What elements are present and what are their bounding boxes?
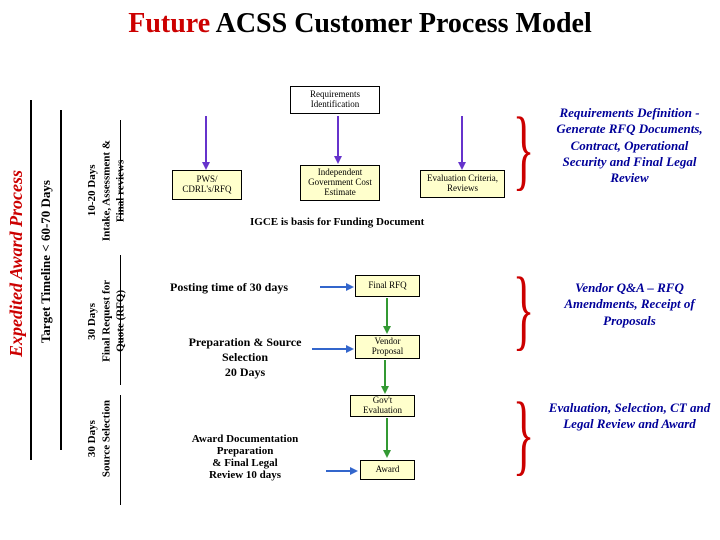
bracket-phase3 bbox=[120, 395, 121, 505]
arrow-down-icon bbox=[452, 116, 472, 170]
note-phase1: Requirements Definition - Generate RFQ D… bbox=[547, 105, 712, 186]
note-phase3: Evaluation, Selection, CT and Legal Revi… bbox=[547, 400, 712, 433]
arrow-down-icon bbox=[328, 116, 348, 164]
label-timeline: Target Timeline < 60-70 Days bbox=[38, 180, 54, 343]
arrow-right-icon bbox=[320, 280, 354, 294]
box-award: Award bbox=[360, 460, 415, 480]
text-award-doc: Award Documentation Preparation& Final L… bbox=[165, 433, 325, 481]
box-govt-eval: Gov't Evaluation bbox=[350, 395, 415, 417]
arrow-down-icon bbox=[378, 360, 392, 394]
arrow-down-icon bbox=[380, 418, 394, 458]
arrow-right-icon bbox=[312, 342, 354, 356]
arrow-right-icon bbox=[326, 464, 358, 478]
arrow-down-icon bbox=[380, 298, 394, 334]
label-phase3: 30 DaysSource Selection bbox=[85, 400, 114, 477]
label-expedited: Expedited Award Process bbox=[6, 170, 27, 357]
brace-icon: } bbox=[513, 105, 535, 195]
arrow-down-icon bbox=[196, 116, 216, 170]
bracket-main bbox=[30, 100, 32, 460]
text-posting: Posting time of 30 days bbox=[170, 280, 288, 295]
label-phase2: 30 DaysFinal Request forQuote (RFQ) bbox=[85, 280, 128, 362]
note-phase2: Vendor Q&A – RFQ Amendments, Receipt of … bbox=[547, 280, 712, 329]
box-final-rfq: Final RFQ bbox=[355, 275, 420, 297]
label-phase1: 10-20 DaysIntake, Assessment &Final revi… bbox=[85, 140, 128, 241]
text-igce-basis: IGCE is basis for Funding Document bbox=[250, 216, 424, 228]
box-pws: PWS/ CDRL's/RFQ bbox=[172, 170, 242, 200]
box-igce: Independent Government Cost Estimate bbox=[300, 165, 380, 201]
title-red: Future bbox=[128, 8, 210, 39]
box-vendor-proposal: Vendor Proposal bbox=[355, 335, 420, 359]
brace-icon: } bbox=[513, 390, 535, 480]
title-black: ACSS Customer Process Model bbox=[210, 8, 592, 39]
brace-icon: } bbox=[513, 265, 535, 355]
text-preparation: Preparation & Source Selection20 Days bbox=[180, 335, 310, 380]
box-requirements: Requirements Identification bbox=[290, 86, 380, 114]
box-eval-criteria: Evaluation Criteria, Reviews bbox=[420, 170, 505, 198]
page-title: Future ACSS Customer Process Model bbox=[0, 8, 720, 40]
bracket-timeline bbox=[60, 110, 62, 450]
